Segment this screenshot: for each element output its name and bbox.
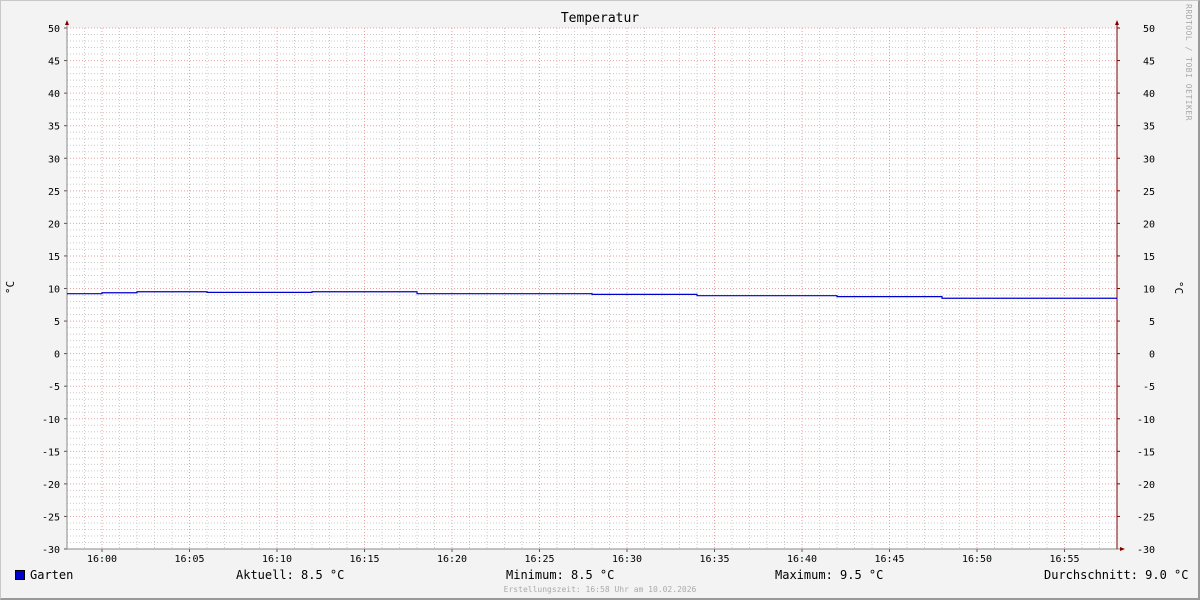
legend-series-name: Garten — [30, 568, 74, 582]
y-tick-label-right: -25 — [1137, 512, 1155, 523]
y-tick-label-left: 0 — [54, 350, 60, 361]
x-tick-label: 16:30 — [612, 554, 642, 565]
y-tick-label-left: 15 — [48, 252, 60, 263]
y-tick-label-right: -20 — [1137, 480, 1155, 491]
y-tick-label-left: -20 — [42, 480, 60, 491]
x-tick-label: 16:35 — [699, 554, 729, 565]
y-axis-label-left: °C — [4, 280, 18, 295]
y-tick-label-right: -10 — [1137, 415, 1155, 426]
y-tick-label-left: -30 — [42, 545, 60, 556]
y-tick-label-right: 50 — [1143, 24, 1155, 35]
x-tick-label: 16:20 — [437, 554, 467, 565]
y-tick-label-right: 35 — [1143, 122, 1155, 133]
y-axis-arrow-right — [1115, 20, 1119, 25]
y-tick-label-left: -10 — [42, 415, 60, 426]
legend-minimum: Minimum: 8.5 °C — [506, 568, 615, 582]
legend-maximum: Maximum: 9.5 °C — [775, 568, 884, 582]
y-tick-label-left: -25 — [42, 512, 60, 523]
legend-current: Aktuell: 8.5 °C — [236, 568, 345, 582]
x-axis-arrow — [1120, 547, 1125, 551]
y-tick-label-left: -15 — [42, 447, 60, 458]
y-tick-label-right: 40 — [1143, 89, 1155, 100]
y-tick-label-left: 50 — [48, 24, 60, 35]
y-tick-label-right: 30 — [1143, 154, 1155, 165]
y-tick-label-right: -15 — [1137, 447, 1155, 458]
y-tick-label-left: 40 — [48, 89, 60, 100]
y-tick-label-right: 5 — [1149, 317, 1155, 328]
y-tick-label-right: -5 — [1143, 382, 1155, 393]
legend-swatch-garten — [15, 570, 25, 580]
y-axis-arrow-left — [65, 20, 69, 25]
y-tick-label-left: -5 — [48, 382, 60, 393]
x-tick-label: 16:05 — [174, 554, 204, 565]
y-tick-label-right: -30 — [1137, 545, 1155, 556]
y-tick-label-right: 45 — [1143, 57, 1155, 68]
x-tick-label: 16:45 — [874, 554, 904, 565]
y-tick-label-right: 0 — [1149, 350, 1155, 361]
x-tick-label: 16:40 — [787, 554, 817, 565]
y-tick-label-left: 5 — [54, 317, 60, 328]
x-tick-label: 16:25 — [524, 554, 554, 565]
y-tick-label-left: 35 — [48, 122, 60, 133]
series-line-garten — [67, 291, 1117, 299]
y-tick-label-left: 20 — [48, 219, 60, 230]
y-tick-label-right: 10 — [1143, 285, 1155, 296]
x-tick-label: 16:15 — [349, 554, 379, 565]
x-tick-label: 16:55 — [1049, 554, 1079, 565]
y-tick-label-right: 25 — [1143, 187, 1155, 198]
x-tick-label: 16:50 — [962, 554, 992, 565]
y-tick-label-left: 30 — [48, 154, 60, 165]
y-tick-label-left: 25 — [48, 187, 60, 198]
watermark: RRDTOOL / TOBI OETIKER — [1184, 4, 1193, 121]
y-tick-label-left: 45 — [48, 57, 60, 68]
x-tick-label: 16:00 — [87, 554, 117, 565]
y-tick-label-right: 15 — [1143, 252, 1155, 263]
y-axis-label-right: °C — [1172, 280, 1186, 295]
x-tick-label: 16:10 — [262, 554, 292, 565]
y-tick-label-left: 10 — [48, 285, 60, 296]
creation-time: Erstellungszeit: 16:58 Uhr am 10.02.2026 — [503, 585, 697, 594]
legend-average: Durchschnitt: 9.0 °C — [1044, 568, 1189, 582]
chart-title: Temperatur — [560, 11, 640, 26]
y-tick-label-right: 20 — [1143, 219, 1155, 230]
